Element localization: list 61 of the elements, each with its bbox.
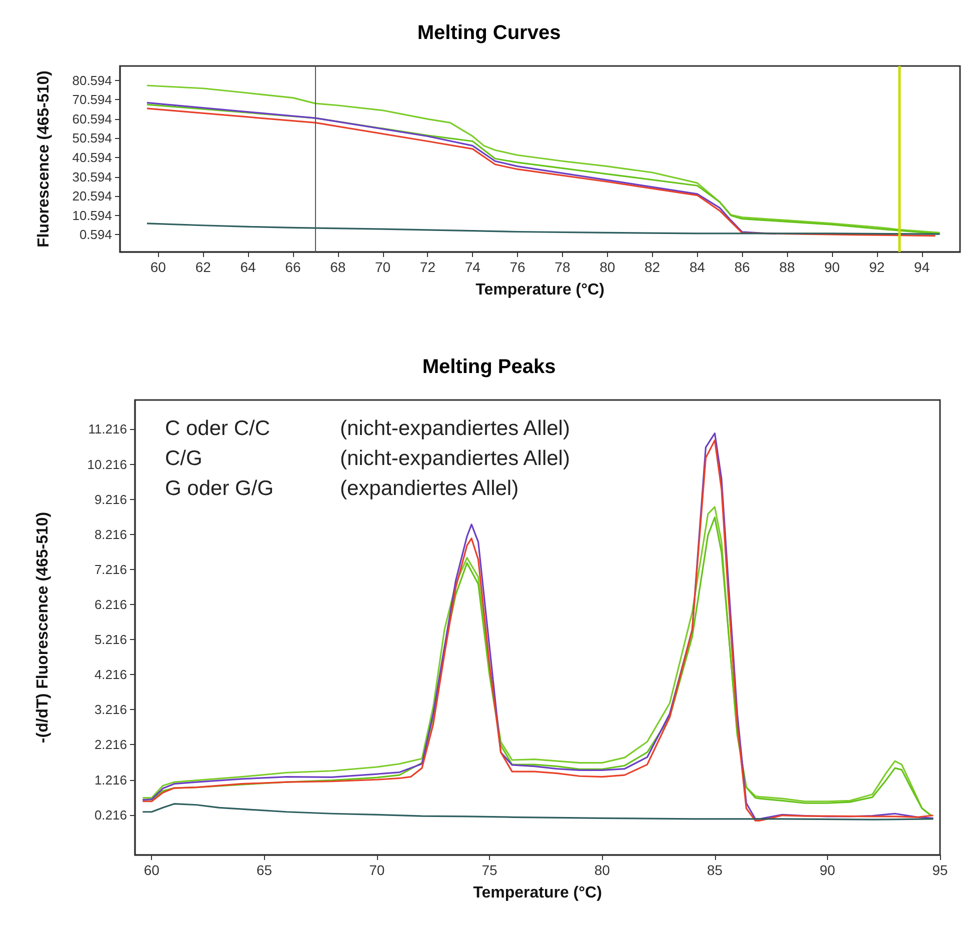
y-tick-label: 2.216 [94,737,127,752]
x-tick-label: 90 [824,259,840,275]
x-tick-label: 76 [510,259,526,275]
x-axis-title: Temperature (°C) [476,282,604,298]
y-tick-label: 0.216 [94,807,127,822]
y-tick-label: 10.216 [87,456,127,472]
annotation: (nicht-expandiertes Allel) [340,417,570,440]
x-tick-label: 90 [820,862,836,878]
x-tick-label: 95 [932,862,948,878]
x-tick-label: 64 [240,259,256,275]
y-axis-title: Fluorescence (465-510) [36,70,52,248]
annotation: (nicht-expandiertes Allel) [340,447,570,470]
y-tick-label: 60.594 [72,111,112,126]
y-tick-label: 10.594 [72,208,112,223]
x-tick-label: 80 [594,862,610,878]
chart-title: Melting Curves [417,22,561,44]
y-tick-label: 0.594 [79,227,112,242]
x-tick-label: 92 [869,259,885,275]
y-tick-label: 20.594 [72,188,112,204]
x-tick-label: 72 [420,259,436,275]
x-tick-label: 78 [554,259,570,275]
line-series [142,803,934,820]
x-tick-label: 80 [600,259,616,275]
x-tick-label: 84 [689,259,706,275]
x-tick-label: 66 [285,259,301,275]
y-tick-label: 8.216 [94,526,127,542]
y-tick-label: 40.594 [72,150,112,165]
line-series [146,222,941,235]
x-axis-title: Temperature (°C) [473,884,602,902]
y-tick-label: 5.216 [94,632,127,648]
chart-title: Melting Peaks [422,356,556,378]
x-tick-label: 68 [330,259,346,275]
x-tick-label: 82 [644,259,660,275]
x-tick-label: 74 [464,259,481,275]
y-tick-label: 11.216 [88,422,127,437]
x-tick-label: 85 [706,862,723,878]
x-tick-label: 88 [779,259,796,275]
y-tick-label: 70.594 [72,92,112,108]
annotation: G oder G/G [165,477,274,500]
x-tick-label: 70 [369,862,385,878]
x-tick-label: 70 [374,259,391,275]
y-tick-label: 4.216 [94,667,127,682]
annotation: C/G [165,447,202,470]
annotation: (expandiertes Allel) [340,477,519,500]
x-tick-label: 86 [734,259,750,275]
y-axis-title: -(d/dT) Fluorescence (465-510) [34,512,52,744]
x-tick-label: 65 [256,862,272,878]
x-tick-label: 94 [914,259,930,275]
y-tick-label: 6.216 [94,597,127,612]
y-tick-label: 30.594 [72,169,112,184]
y-tick-label: 7.216 [94,562,127,577]
x-tick-label: 60 [150,259,166,275]
y-tick-label: 3.216 [94,702,127,718]
y-tick-label: 80.594 [72,72,112,88]
y-tick-label: 50.594 [72,130,112,146]
x-tick-label: 60 [144,862,160,878]
y-tick-label: 1.216 [94,772,127,788]
y-tick-label: 9.216 [94,492,127,507]
x-tick-label: 75 [482,862,498,878]
annotation: C oder C/C [165,417,270,440]
x-tick-label: 62 [195,259,212,275]
